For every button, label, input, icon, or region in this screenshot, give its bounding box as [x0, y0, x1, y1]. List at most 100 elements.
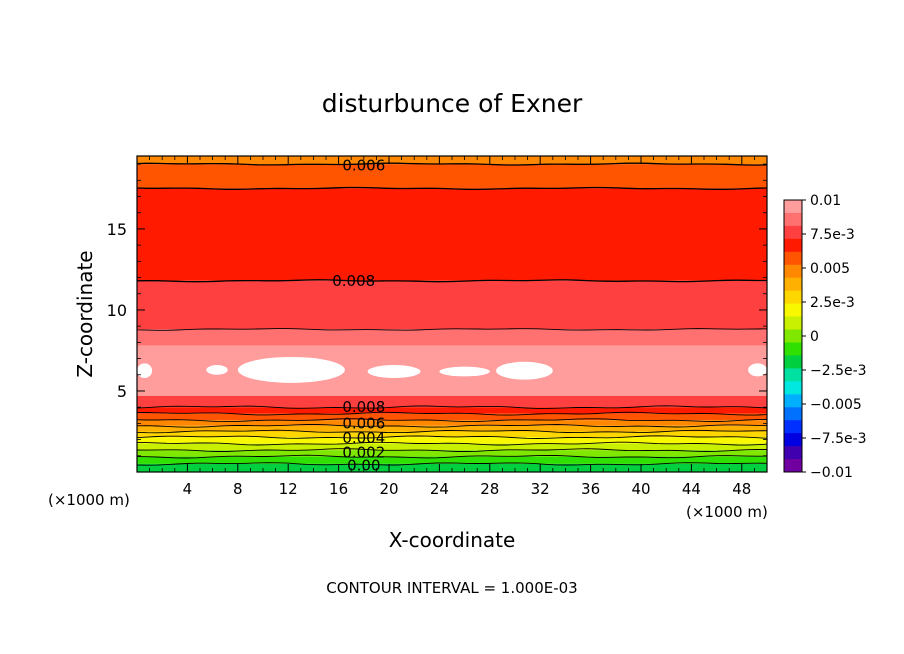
colorbar-swatch [784, 251, 802, 266]
contour-band [137, 156, 767, 165]
colorbar-label: −0.01 [810, 465, 853, 481]
white-patch [237, 356, 345, 383]
contour-line [137, 429, 767, 434]
white-patches [137, 356, 767, 383]
contour-label: 0.006 [342, 157, 385, 175]
contour-line [137, 186, 767, 191]
contour-band [137, 456, 767, 464]
x-unit-left: (×1000 m) [48, 491, 130, 509]
contour-band [137, 425, 767, 432]
contour-band [137, 395, 767, 408]
colorbar-label: 2.5e-3 [810, 295, 855, 311]
white-patch [206, 365, 228, 375]
contour-line [137, 418, 767, 423]
colorbar-swatch [784, 225, 802, 240]
colorbar-label: 0 [810, 329, 819, 345]
colorbar-swatch [784, 238, 802, 253]
colorbar-swatch [784, 394, 802, 408]
x-tick-label: 4 [183, 480, 193, 498]
colorbar-swatch [784, 381, 802, 395]
contour-line [137, 405, 767, 409]
colorbar [784, 200, 802, 473]
x-tick-label: 12 [279, 480, 298, 498]
contour-band [137, 280, 767, 330]
contour-label: 0.002 [342, 444, 385, 462]
x-tick-label: 40 [631, 480, 650, 498]
x-tick-label: 16 [329, 480, 348, 498]
chart-title: disturbunce of Exner [322, 89, 583, 118]
white-patch [439, 366, 490, 377]
contour-label: 0.008 [342, 398, 385, 416]
colorbar-swatch [784, 303, 802, 318]
colorbar-swatch [784, 200, 802, 214]
y-axis-label: Z-coordinate [73, 250, 97, 377]
colorbar-swatch [784, 212, 802, 227]
x-unit-right: (×1000 m) [686, 503, 768, 521]
contour-band [137, 463, 767, 472]
colorbar-label: −0.005 [810, 397, 862, 413]
colorbar-swatch [784, 277, 802, 292]
contour-line [137, 435, 767, 439]
y-tick-label: 5 [117, 382, 127, 401]
contour-band [137, 443, 767, 451]
colorbar-swatch [784, 459, 802, 473]
colorbar-swatch [784, 342, 802, 356]
contour-line [137, 441, 767, 446]
colorbar-label: 0.01 [810, 193, 841, 209]
contour-line [137, 279, 767, 283]
colorbar-swatch [784, 290, 802, 305]
x-tick-label: 48 [732, 480, 751, 498]
contour-band [137, 407, 767, 414]
contour-band [137, 164, 767, 189]
contour-line [137, 424, 767, 428]
x-tick-label: 36 [581, 480, 600, 498]
x-tick-label: 8 [233, 480, 243, 498]
x-axis-label: X-coordinate [389, 528, 516, 552]
colorbar-swatch [784, 446, 802, 460]
contour-line [137, 328, 767, 331]
x-tick-label: 20 [379, 480, 398, 498]
x-tick-label: 28 [480, 480, 499, 498]
contour-label: 0.008 [332, 272, 375, 290]
contour-band [137, 431, 767, 438]
y-axis-ticks: 5 10 15 [107, 163, 767, 457]
contour-label: 0.00 [347, 457, 380, 475]
contour-label: 0.006 [342, 414, 385, 432]
contour-band [137, 437, 767, 444]
contour-line [137, 462, 767, 466]
contour-field [137, 156, 767, 472]
colorbar-label: 7.5e-3 [810, 227, 855, 243]
contour-line [137, 448, 767, 452]
x-tick-label: 32 [531, 480, 550, 498]
colorbar-swatch [784, 433, 802, 447]
y-tick-label: 15 [107, 220, 127, 239]
colorbar-swatch [784, 264, 802, 279]
contour-band [137, 329, 767, 346]
y-tick-label: 10 [107, 301, 127, 320]
x-tick-label: 44 [682, 480, 701, 498]
white-patch [367, 365, 421, 379]
colorbar-swatch [784, 368, 802, 382]
contour-interval-note: CONTOUR INTERVAL = 1.000E-03 [326, 579, 577, 597]
colorbar-label: 0.005 [810, 261, 850, 277]
contour-band [137, 450, 767, 457]
colorbar-swatch [784, 407, 802, 421]
contour-band [137, 188, 767, 281]
colorbar-label: −7.5e-3 [810, 431, 867, 447]
colorbar-swatch [784, 329, 802, 343]
contour-line [137, 411, 767, 416]
x-tick-label: 24 [430, 480, 449, 498]
contour-band [137, 413, 767, 421]
white-patch [748, 363, 767, 377]
contour-line [137, 454, 767, 459]
white-patch [496, 361, 553, 380]
contour-band [137, 420, 767, 426]
x-axis-ticks: 4 8 12 16 20 24 28 32 36 40 44 48 [149, 156, 755, 498]
white-patch [137, 363, 153, 379]
contour-line [137, 162, 767, 166]
colorbar-swatch [784, 355, 802, 369]
colorbar-swatch [784, 316, 802, 331]
colorbar-label: −2.5e-3 [810, 363, 867, 379]
